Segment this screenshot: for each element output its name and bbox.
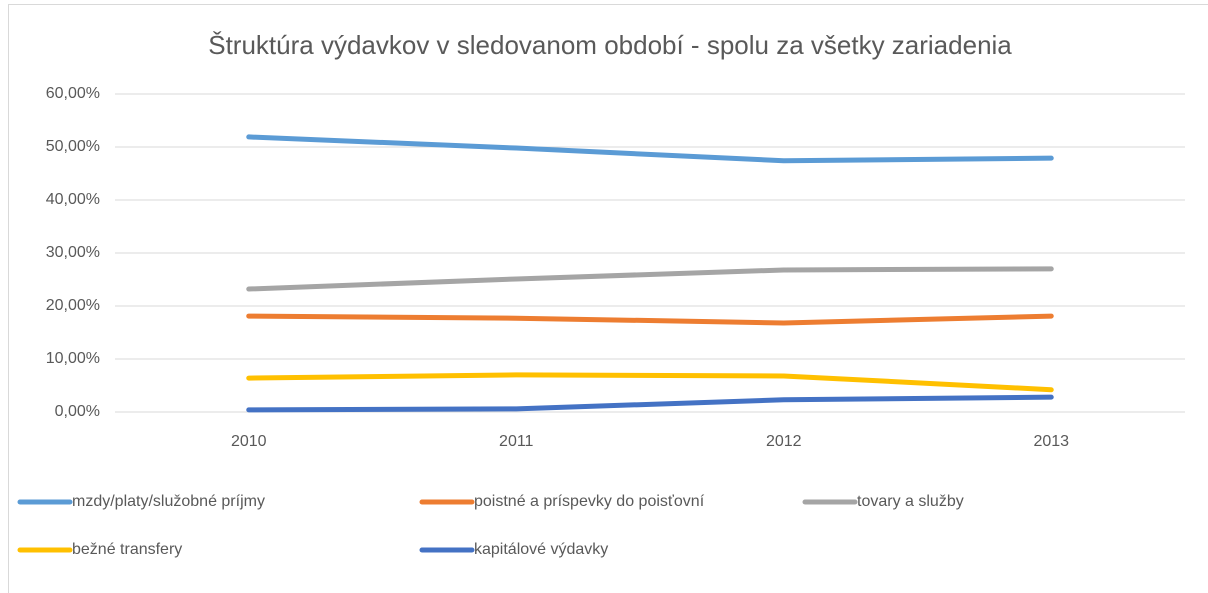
chart-border [8, 4, 1208, 593]
y-tick-label: 40,00% [46, 191, 100, 208]
series-line [246, 134, 1054, 164]
series-line [246, 394, 1054, 413]
x-tick-label: 2013 [1033, 433, 1069, 450]
x-tick-label: 2012 [766, 433, 802, 450]
x-tick-label: 2010 [231, 433, 267, 450]
y-tick-label: 50,00% [46, 138, 100, 155]
legend-label: poistné a príspevky do poisťovní [474, 493, 705, 510]
series-line [246, 372, 1054, 393]
y-tick-label: 10,00% [46, 350, 100, 367]
legend-label: bežné transfery [72, 541, 182, 558]
series-line [246, 266, 1054, 292]
legend-label: kapitálové výdavky [474, 541, 608, 558]
legend-label: mzdy/platy/služobné príjmy [72, 493, 265, 510]
series-line [246, 313, 1054, 326]
y-tick-label: 60,00% [46, 85, 100, 102]
x-tick-label: 2011 [499, 433, 534, 450]
y-tick-label: 30,00% [46, 244, 100, 261]
chart-title: Štruktúra výdavkov v sledovanom období -… [208, 30, 1012, 60]
legend-label: tovary a služby [857, 493, 964, 510]
y-tick-label: 0,00% [55, 403, 100, 420]
y-tick-label: 20,00% [46, 297, 100, 314]
